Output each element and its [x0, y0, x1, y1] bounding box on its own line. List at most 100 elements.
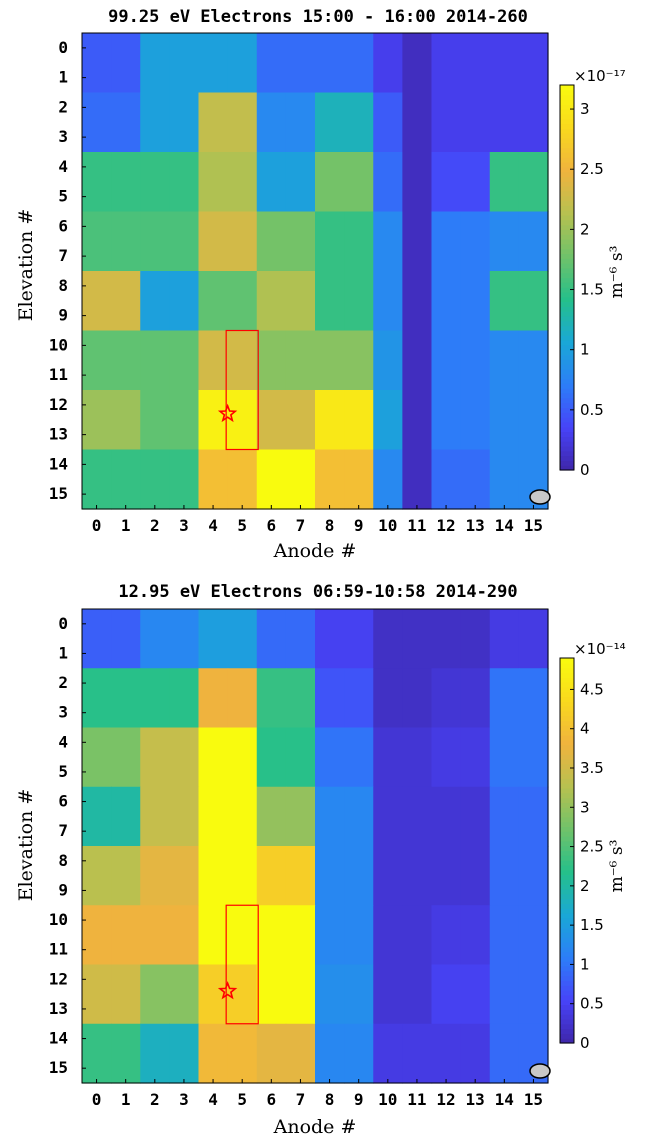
- heatmap-cell: [431, 1023, 462, 1084]
- colorbar-step: [560, 287, 574, 293]
- colorbar-step: [560, 951, 574, 957]
- colorbar-step: [560, 133, 574, 139]
- heatmap-cell: [227, 33, 258, 94]
- y-tick-label: 10: [49, 910, 68, 929]
- x-tick-label: 1: [121, 516, 131, 535]
- colorbar-step: [560, 258, 574, 264]
- colorbar-step: [560, 677, 574, 683]
- x-tick-label: 5: [237, 1090, 247, 1109]
- heatmap-cell: [315, 609, 345, 669]
- colorbar-step: [560, 691, 574, 698]
- heatmap-cell: [227, 271, 258, 332]
- heatmap-cell: [198, 211, 229, 272]
- heatmap-cell: [285, 211, 316, 272]
- colorbar-step: [560, 166, 574, 173]
- x-tick-label: 9: [354, 1090, 364, 1109]
- colorbar-tick-label: 3.5: [580, 759, 604, 777]
- heatmap-cell: [344, 211, 374, 272]
- heatmap-cell: [402, 449, 433, 510]
- colorbar-tick-label: 2: [580, 220, 590, 238]
- heatmap-cell: [431, 152, 462, 213]
- colorbar-step: [560, 152, 574, 158]
- colorbar-step: [560, 941, 574, 948]
- colorbar-step: [560, 701, 574, 707]
- heatmap-cell: [489, 449, 520, 510]
- y-tick-label: 4: [58, 157, 68, 176]
- heatmap-cell: [169, 964, 200, 1025]
- colorbar-step: [560, 1028, 574, 1034]
- heatmap-cell: [256, 330, 287, 391]
- panel1-colorbar-label: m⁻⁶ s³: [607, 246, 627, 299]
- heatmap-cell: [111, 609, 141, 669]
- colorbar-tick-label: 1: [580, 341, 590, 359]
- heatmap-cell: [169, 609, 200, 669]
- heatmap-cell: [489, 152, 520, 213]
- heatmap-cell: [344, 33, 374, 94]
- heatmap-cell: [402, 152, 433, 213]
- heatmap-cell: [285, 1023, 316, 1084]
- heatmap-cell: [489, 668, 520, 729]
- colorbar-step: [560, 874, 574, 880]
- heatmap-cell: [344, 152, 374, 213]
- colorbar-step: [560, 239, 574, 245]
- heatmap-cell: [111, 1023, 141, 1084]
- heatmap-cell: [256, 668, 287, 729]
- heatmap-cell: [344, 727, 374, 788]
- heatmap-cell: [373, 152, 403, 213]
- heatmap-cell: [111, 330, 141, 391]
- colorbar-step: [560, 210, 574, 216]
- y-tick-label: 8: [58, 276, 68, 295]
- heatmap-cell: [140, 330, 170, 391]
- colorbar-step: [560, 658, 574, 664]
- colorbar-step: [560, 816, 574, 823]
- heatmap-cell: [431, 727, 462, 788]
- colorbar-step: [560, 999, 574, 1006]
- x-tick-label: 7: [296, 1090, 306, 1109]
- colorbar-step: [560, 860, 574, 866]
- colorbar-step: [560, 349, 574, 356]
- x-tick-label: 14: [495, 516, 514, 535]
- colorbar-step: [560, 937, 574, 943]
- heatmap-cell: [489, 211, 520, 272]
- colorbar-step: [560, 966, 574, 972]
- heatmap-cell: [227, 1023, 258, 1084]
- heatmap-cell: [82, 846, 112, 906]
- x-tick-label: 7: [296, 516, 306, 535]
- heatmap-cell: [489, 33, 520, 94]
- heatmap-cell: [373, 609, 403, 669]
- heatmap-cell: [315, 786, 345, 847]
- colorbar-tick-label: 1.5: [580, 916, 604, 934]
- heatmap-cell: [344, 609, 374, 669]
- y-tick-label: 6: [58, 216, 68, 235]
- y-tick-label: 12: [49, 395, 68, 414]
- colorbar-step: [560, 441, 574, 447]
- x-tick-label: 12: [436, 516, 455, 535]
- heatmap-cell: [285, 905, 316, 966]
- heatmap-cell: [285, 609, 316, 669]
- panel1-plot-frame: [81, 32, 549, 510]
- colorbar-tick-label: 0: [580, 461, 590, 479]
- heatmap-cell: [169, 271, 200, 332]
- colorbar-step: [560, 797, 574, 803]
- heatmap-cell: [431, 449, 462, 510]
- colorbar-step: [560, 759, 574, 765]
- colorbar-step: [560, 373, 574, 380]
- heatmap-cell: [431, 905, 462, 966]
- heatmap-cell: [431, 668, 462, 729]
- colorbar-step: [560, 229, 574, 235]
- panel2-colorbar-label: m⁻⁶ s³: [607, 840, 627, 893]
- highlight-box: [225, 329, 259, 451]
- heatmap-cell: [140, 905, 170, 966]
- colorbar-step: [560, 1014, 574, 1020]
- heatmap-cell: [198, 668, 229, 729]
- colorbar-step: [560, 787, 574, 794]
- heatmap-cell: [285, 846, 316, 906]
- colorbar-step: [560, 426, 574, 433]
- colorbar-step: [560, 715, 574, 722]
- heatmap-cell: [344, 905, 374, 966]
- colorbar-step: [560, 306, 574, 312]
- x-tick-label: 10: [378, 1090, 397, 1109]
- heatmap-cell: [344, 846, 374, 906]
